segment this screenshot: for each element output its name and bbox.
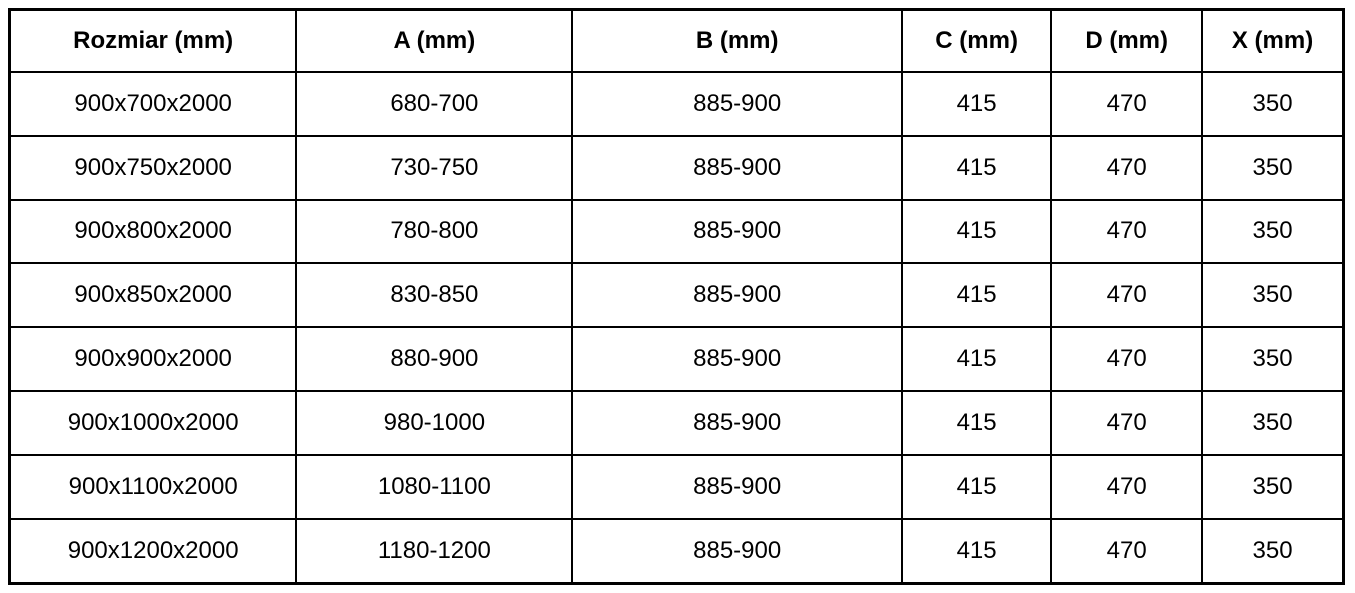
table-cell: 350 xyxy=(1201,71,1345,137)
table-cell: 415 xyxy=(900,262,1053,329)
table-cell: 885-900 xyxy=(571,453,903,520)
table-cell: 350 xyxy=(1201,326,1345,392)
column-header-rozmiar: Rozmiar (mm) xyxy=(8,8,298,73)
table-cell: 470 xyxy=(1050,134,1204,201)
table-row: 900x1200x2000 1180-1200 885-900 415 470 … xyxy=(8,517,1345,585)
table-cell: 350 xyxy=(1201,453,1345,520)
table-cell: 350 xyxy=(1201,262,1345,329)
table-cell: 900x800x2000 xyxy=(8,198,298,265)
table-cell: 830-850 xyxy=(295,262,574,329)
table-cell: 350 xyxy=(1201,198,1345,265)
table-row: 900x1000x2000 980-1000 885-900 415 470 3… xyxy=(8,389,1345,456)
table-row: 900x700x2000 680-700 885-900 415 470 350 xyxy=(8,71,1345,137)
table-cell: 885-900 xyxy=(571,326,903,392)
table-row: 900x750x2000 730-750 885-900 415 470 350 xyxy=(8,134,1345,201)
table-cell: 470 xyxy=(1050,389,1204,456)
table-cell: 900x1000x2000 xyxy=(8,389,298,456)
table-cell: 885-900 xyxy=(571,389,903,456)
table-cell: 1080-1100 xyxy=(295,453,574,520)
table-cell: 885-900 xyxy=(571,198,903,265)
table-cell: 415 xyxy=(900,517,1053,585)
table-cell: 350 xyxy=(1201,134,1345,201)
table-cell: 885-900 xyxy=(571,517,903,585)
table-cell: 885-900 xyxy=(571,262,903,329)
table-cell: 470 xyxy=(1050,71,1204,137)
table-cell: 900x1100x2000 xyxy=(8,453,298,520)
table-cell: 415 xyxy=(900,71,1053,137)
table-cell: 470 xyxy=(1050,262,1204,329)
table-cell: 350 xyxy=(1201,517,1345,585)
spec-table: Rozmiar (mm) A (mm) B (mm) C (mm) D (mm)… xyxy=(8,8,1345,585)
column-header-d: D (mm) xyxy=(1050,8,1204,73)
table-cell: 885-900 xyxy=(571,134,903,201)
table-cell: 980-1000 xyxy=(295,389,574,456)
table-cell: 1180-1200 xyxy=(295,517,574,585)
column-header-c: C (mm) xyxy=(900,8,1053,73)
table-cell: 880-900 xyxy=(295,326,574,392)
table-cell: 415 xyxy=(900,453,1053,520)
column-header-b: B (mm) xyxy=(571,8,903,73)
table-row: 900x800x2000 780-800 885-900 415 470 350 xyxy=(8,198,1345,265)
table-cell: 470 xyxy=(1050,198,1204,265)
table-row: 900x900x2000 880-900 885-900 415 470 350 xyxy=(8,326,1345,392)
table-row: 900x1100x2000 1080-1100 885-900 415 470 … xyxy=(8,453,1345,520)
table-row: 900x850x2000 830-850 885-900 415 470 350 xyxy=(8,262,1345,329)
table-cell: 900x850x2000 xyxy=(8,262,298,329)
table-cell: 415 xyxy=(900,198,1053,265)
table-cell: 470 xyxy=(1050,517,1204,585)
table-cell: 415 xyxy=(900,326,1053,392)
table-cell: 680-700 xyxy=(295,71,574,137)
column-header-x: X (mm) xyxy=(1201,8,1345,73)
table-cell: 470 xyxy=(1050,326,1204,392)
table-cell: 900x900x2000 xyxy=(8,326,298,392)
table-cell: 350 xyxy=(1201,389,1345,456)
column-header-a: A (mm) xyxy=(295,8,574,73)
table-cell: 900x1200x2000 xyxy=(8,517,298,585)
table-cell: 415 xyxy=(900,389,1053,456)
table-cell: 900x700x2000 xyxy=(8,71,298,137)
table-cell: 885-900 xyxy=(571,71,903,137)
header-row: Rozmiar (mm) A (mm) B (mm) C (mm) D (mm)… xyxy=(8,8,1345,73)
table-cell: 470 xyxy=(1050,453,1204,520)
table-cell: 415 xyxy=(900,134,1053,201)
table-cell: 780-800 xyxy=(295,198,574,265)
table-cell: 900x750x2000 xyxy=(8,134,298,201)
table-cell: 730-750 xyxy=(295,134,574,201)
